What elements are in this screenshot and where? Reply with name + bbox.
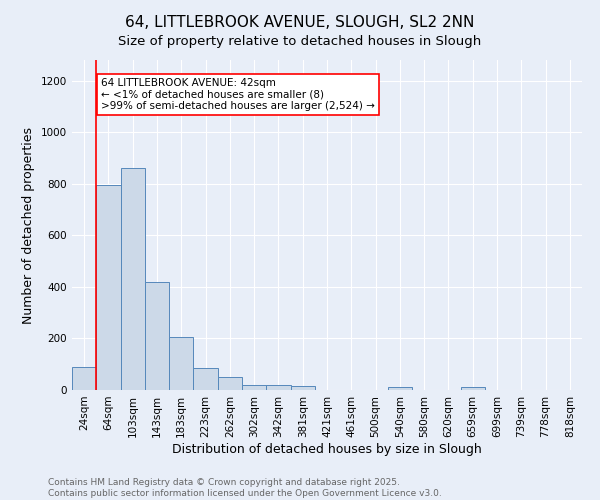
Bar	[169, 337, 193, 390]
Bar	[72, 367, 96, 390]
Text: Size of property relative to detached houses in Slough: Size of property relative to detached ho…	[118, 35, 482, 48]
Bar	[461, 387, 485, 390]
Bar	[266, 385, 290, 390]
Bar	[96, 185, 121, 390]
Bar	[218, 377, 242, 390]
Text: 64 LITTLEBROOK AVENUE: 42sqm
← <1% of detached houses are smaller (8)
>99% of se: 64 LITTLEBROOK AVENUE: 42sqm ← <1% of de…	[101, 78, 375, 111]
Text: 64, LITTLEBROOK AVENUE, SLOUGH, SL2 2NN: 64, LITTLEBROOK AVENUE, SLOUGH, SL2 2NN	[125, 15, 475, 30]
Bar	[121, 168, 145, 390]
Bar	[388, 387, 412, 390]
Text: Contains HM Land Registry data © Crown copyright and database right 2025.
Contai: Contains HM Land Registry data © Crown c…	[48, 478, 442, 498]
Bar	[290, 386, 315, 390]
Y-axis label: Number of detached properties: Number of detached properties	[22, 126, 35, 324]
X-axis label: Distribution of detached houses by size in Slough: Distribution of detached houses by size …	[172, 442, 482, 456]
Bar	[145, 282, 169, 390]
Bar	[242, 385, 266, 390]
Bar	[193, 368, 218, 390]
